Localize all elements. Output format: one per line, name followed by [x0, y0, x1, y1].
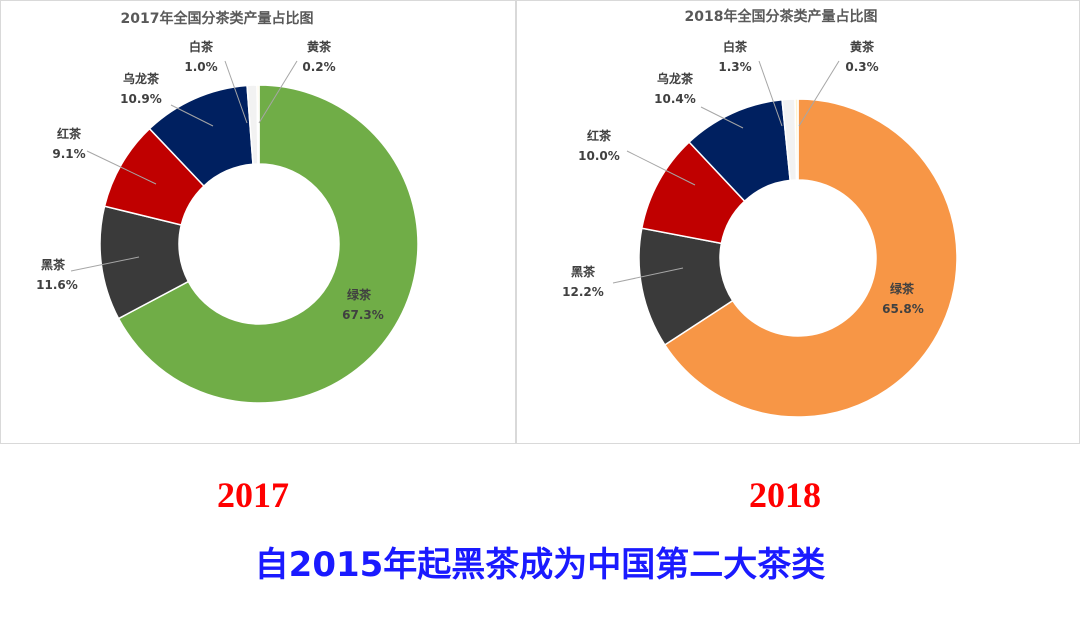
slice-label-value: 11.6% — [36, 278, 78, 292]
slice-label-name: 白茶 — [723, 39, 748, 54]
slice-label-name: 红茶 — [587, 128, 612, 143]
leader-line — [758, 60, 783, 127]
slice-label-value: 10.4% — [654, 92, 696, 106]
leader-line — [224, 60, 248, 124]
leader-line — [70, 256, 140, 272]
slice-label-name: 红茶 — [57, 126, 82, 141]
slice-label-value: 1.0% — [184, 60, 217, 74]
slice-label-value: 9.1% — [52, 147, 85, 161]
slice-label-name: 黑茶 — [571, 264, 596, 279]
slice-label-value: 67.3% — [342, 308, 384, 322]
slice-label-value: 65.8% — [882, 302, 924, 316]
slice-label-value: 10.9% — [120, 92, 162, 106]
slice-label-value: 1.3% — [718, 60, 751, 74]
slice-label-value: 0.2% — [302, 60, 335, 74]
slice-label-name: 黄茶 — [850, 39, 875, 54]
chart-panel-2017: 2017年全国分茶类产量占比图绿茶 67.3% 黑茶 11.6% 红茶 9.1% 乌龙茶 10… — [0, 0, 516, 444]
leader-line — [798, 60, 840, 127]
slice-label-name: 白茶 — [189, 39, 214, 54]
year-label-2018: 2018 — [749, 475, 821, 515]
slice-label-name: 乌龙茶 — [657, 71, 694, 86]
slice-绿茶 — [117, 84, 419, 404]
slice-label-name: 乌龙茶 — [123, 71, 160, 86]
slice-label-value: 0.3% — [845, 60, 878, 74]
slice-绿茶 — [663, 98, 958, 418]
slice-黄茶 — [256, 84, 260, 165]
slice-黄茶 — [794, 98, 799, 181]
slice-label-name: 黄茶 — [307, 39, 332, 54]
chart-panel-2018: 2018年全国分茶类产量占比图绿茶 65.8% 黑茶 12.2% 红茶 10.0% 乌龙茶 1… — [516, 0, 1080, 444]
slice-label-name: 绿茶 — [890, 281, 915, 296]
year-label-2017: 2017 — [217, 475, 289, 515]
slice-label-name: 黑茶 — [41, 257, 66, 272]
leader-line — [612, 267, 684, 284]
slice-label-value: 12.2% — [562, 285, 604, 299]
leader-line — [170, 104, 214, 127]
chart-title: 2018年全国分茶类产量占比图 — [685, 8, 878, 25]
leader-line — [86, 150, 157, 185]
chart-title: 2017年全国分茶类产量占比图 — [121, 10, 314, 27]
caption: 自2015年起黑茶成为中国第二大茶类 — [254, 545, 826, 585]
leader-line — [700, 106, 744, 129]
leader-line — [258, 60, 298, 124]
leader-line — [626, 150, 696, 186]
slice-label-value: 10.0% — [578, 149, 620, 163]
slice-label-name: 绿茶 — [347, 287, 372, 302]
